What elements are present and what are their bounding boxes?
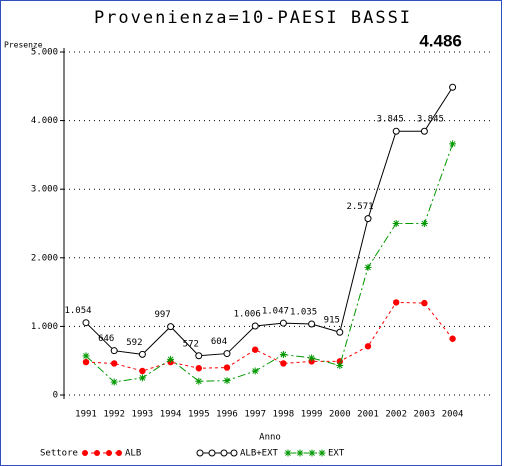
series bbox=[82, 140, 457, 386]
series: 1.054 646 592 997 572 604 1.006 1.047 1.035 915 2.… bbox=[64, 31, 462, 360]
value-label: 4.486 bbox=[419, 31, 462, 50]
legend-marker bbox=[94, 450, 100, 456]
value-label: 1.006 bbox=[234, 309, 261, 319]
series-line bbox=[85, 143, 454, 383]
point bbox=[195, 377, 203, 385]
x-tick-label: 2000 bbox=[329, 410, 351, 420]
chart-title: Provenienza=10-PAESI BASSI bbox=[94, 8, 412, 28]
point bbox=[393, 299, 400, 306]
point bbox=[167, 323, 175, 331]
value-label: 915 bbox=[324, 316, 340, 326]
point bbox=[364, 263, 372, 271]
point bbox=[223, 364, 231, 371]
point bbox=[449, 335, 456, 342]
point bbox=[82, 319, 90, 327]
legend-marker bbox=[318, 449, 326, 457]
point bbox=[336, 362, 344, 370]
legend-marker bbox=[308, 449, 316, 457]
point bbox=[336, 328, 344, 336]
point bbox=[364, 343, 372, 350]
x-tick-label: 2004 bbox=[442, 410, 464, 420]
legend-marker bbox=[196, 449, 204, 457]
y-tick-label: 1.000 bbox=[31, 322, 58, 332]
legend-marker bbox=[230, 449, 238, 457]
y-tick-label: 0 bbox=[53, 391, 58, 401]
series-line bbox=[85, 301, 453, 372]
legend-marker bbox=[82, 450, 88, 456]
point bbox=[110, 378, 118, 386]
y-tick-label: 5.000 bbox=[31, 48, 58, 58]
value-label: 997 bbox=[154, 310, 170, 320]
x-tick-label: 1994 bbox=[160, 410, 182, 420]
x-tick-label: 1996 bbox=[216, 410, 238, 420]
point bbox=[392, 127, 400, 135]
point bbox=[280, 360, 287, 367]
point bbox=[421, 299, 428, 307]
point bbox=[195, 365, 202, 372]
point bbox=[308, 320, 316, 328]
x-tick-label: 2003 bbox=[414, 410, 436, 420]
point bbox=[308, 354, 316, 362]
value-label: 1.054 bbox=[64, 306, 91, 316]
x-tick-label: 1993 bbox=[132, 410, 154, 420]
legend-marker bbox=[116, 450, 122, 456]
legend-marker bbox=[284, 449, 292, 457]
value-label: 592 bbox=[126, 338, 142, 348]
value-label: 2.571 bbox=[346, 202, 373, 212]
x-tick-label: 1997 bbox=[244, 410, 266, 420]
legend-label: ALB+EXT bbox=[240, 449, 279, 459]
x-tick-label: 2002 bbox=[385, 410, 407, 420]
point bbox=[138, 374, 146, 382]
point bbox=[449, 83, 457, 91]
x-tick-label: 2001 bbox=[357, 410, 379, 420]
point bbox=[251, 367, 259, 375]
legend-marker bbox=[106, 450, 112, 456]
point bbox=[252, 346, 259, 353]
point bbox=[251, 322, 259, 330]
legend-marker bbox=[296, 449, 304, 457]
x-tick-label: 1998 bbox=[273, 410, 295, 420]
point bbox=[420, 220, 428, 227]
point bbox=[279, 319, 287, 327]
legend-label: ALB bbox=[125, 449, 141, 459]
point bbox=[82, 352, 90, 360]
point bbox=[138, 350, 146, 358]
point bbox=[195, 352, 203, 360]
point bbox=[139, 367, 146, 375]
x-tick-label: 1992 bbox=[103, 410, 125, 420]
point bbox=[420, 127, 428, 135]
point bbox=[279, 351, 287, 359]
x-tick-label: 1995 bbox=[188, 410, 210, 420]
point bbox=[392, 220, 400, 227]
point bbox=[167, 355, 175, 363]
value-label: 604 bbox=[211, 337, 227, 347]
point bbox=[111, 360, 118, 367]
y-tick-label: 4.000 bbox=[31, 116, 58, 126]
x-tick-label: 1991 bbox=[75, 410, 97, 420]
value-label: 572 bbox=[183, 339, 199, 349]
point bbox=[82, 358, 90, 366]
y-tick-label: 3.000 bbox=[31, 185, 58, 195]
legend-title: Settore bbox=[40, 449, 78, 459]
point bbox=[364, 215, 372, 223]
series-line bbox=[85, 86, 454, 357]
point bbox=[223, 350, 231, 358]
point bbox=[449, 140, 457, 148]
y-axis-label: Presenze bbox=[4, 41, 43, 50]
value-label: 1.047 bbox=[262, 307, 289, 317]
value-label: 646 bbox=[98, 334, 114, 344]
legend-marker bbox=[220, 449, 228, 457]
legend-label: EXT bbox=[328, 449, 345, 459]
x-axis-label: Anno bbox=[259, 433, 281, 443]
x-tick-label: 1999 bbox=[301, 410, 323, 420]
legend-marker bbox=[208, 449, 216, 457]
point bbox=[223, 377, 231, 385]
y-tick-label: 2.000 bbox=[31, 253, 58, 263]
value-label: 3.845 bbox=[417, 115, 444, 125]
value-label: 3.845 bbox=[377, 115, 404, 125]
value-label: 1.035 bbox=[290, 307, 317, 317]
point bbox=[110, 347, 118, 355]
